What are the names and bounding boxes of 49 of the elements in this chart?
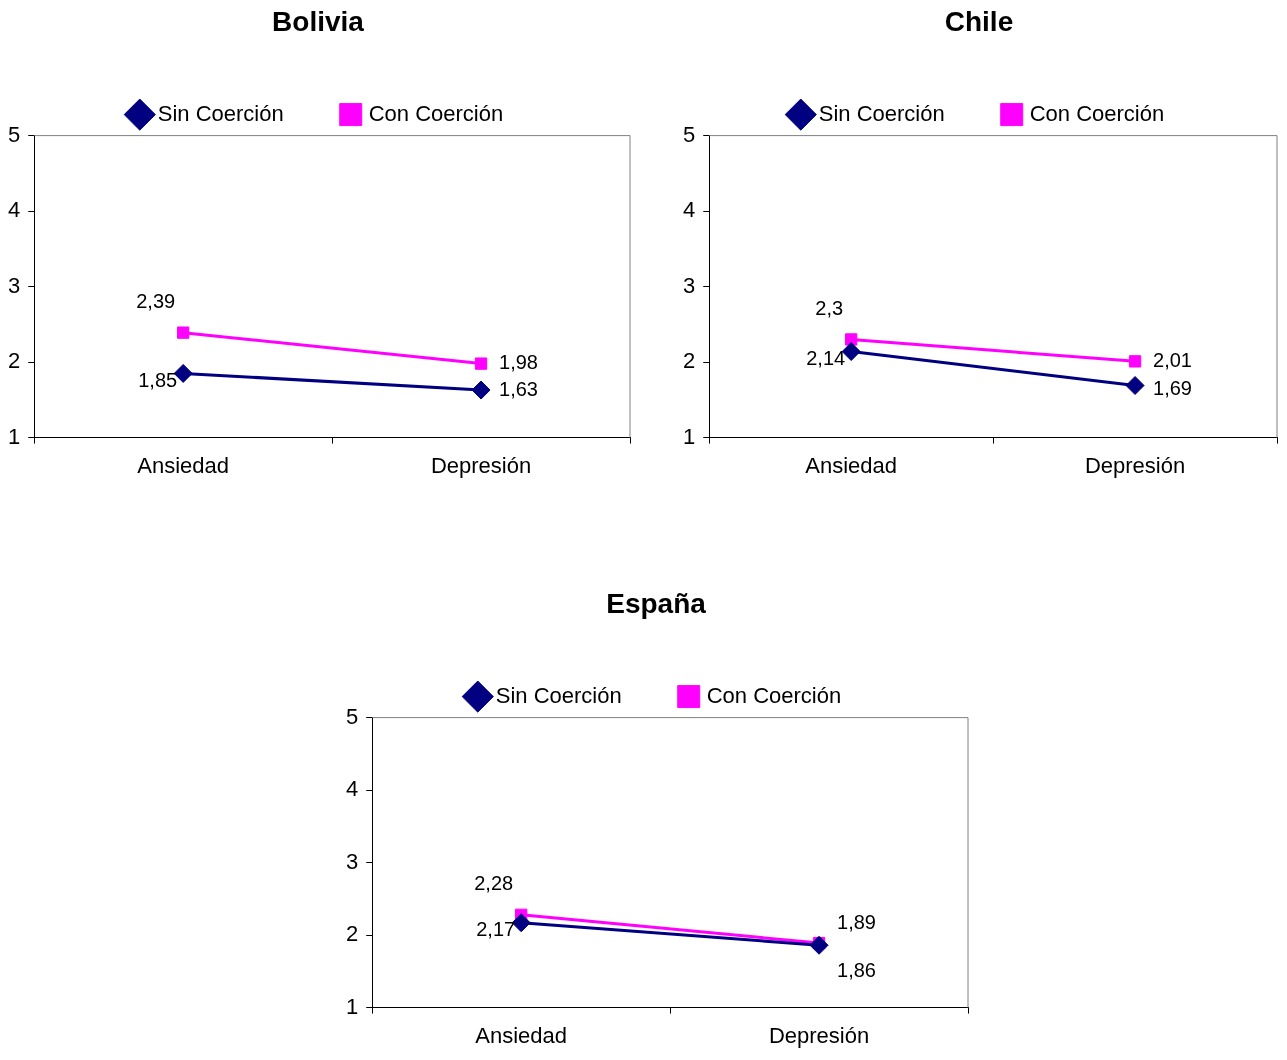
y-tick-label: 4	[345, 776, 359, 802]
data-label: 1,69	[1153, 376, 1192, 399]
y-tick-label: 4	[682, 197, 696, 223]
x-tick-label: Ansiedad	[475, 1022, 568, 1048]
chart-title: Bolivia	[272, 5, 365, 37]
point	[474, 357, 488, 370]
y-tick-label: 5	[682, 121, 696, 147]
y-tick-label: 3	[345, 848, 359, 874]
chart-title: Chile	[944, 5, 1014, 37]
y-tick-label: 4	[7, 197, 21, 223]
y-tick-label: 2	[682, 348, 696, 374]
y-tick-label: 5	[345, 703, 359, 729]
legend-label: Con Coerción	[706, 682, 842, 708]
y-tick-label: 1	[682, 423, 696, 449]
legend-label: Sin Coerción	[495, 682, 622, 708]
y-tick-label: 2	[345, 921, 359, 947]
data-label: 2,39	[136, 290, 176, 313]
point	[809, 935, 829, 955]
legend-label: Sin Coerción	[818, 100, 945, 126]
x-tick-label: Depresión	[1084, 452, 1186, 478]
y-tick-label: 1	[7, 423, 21, 449]
point	[845, 333, 858, 346]
data-label: 1,86	[837, 958, 876, 981]
data-label: 1,89	[837, 910, 876, 933]
y-tick-label: 3	[7, 272, 21, 298]
x-tick-label: Ansiedad	[137, 452, 230, 478]
data-label: 1,85	[138, 368, 178, 391]
point	[1128, 355, 1142, 368]
legend-label: Con Coerción	[1029, 100, 1165, 126]
x-tick-label: Depresión	[768, 1022, 870, 1048]
data-label: 2,01	[1153, 348, 1192, 371]
point	[1125, 376, 1145, 396]
y-tick-label: 2	[7, 348, 21, 374]
data-label: 1,98	[499, 351, 538, 374]
data-label: 2,3	[815, 296, 844, 319]
x-tick-label: Depresión	[430, 452, 532, 478]
y-tick-label: 3	[682, 272, 696, 298]
data-label: 1,63	[499, 377, 538, 400]
chart-title: España	[606, 587, 707, 619]
data-label: 2,14	[806, 347, 846, 370]
y-tick-label: 5	[7, 121, 21, 147]
legend-label: Sin Coerción	[157, 100, 284, 126]
data-label: 2,28	[474, 872, 514, 895]
point	[177, 326, 190, 339]
y-tick-label: 1	[345, 993, 359, 1019]
data-label: 2,17	[476, 918, 516, 941]
legend-label: Con Coerción	[368, 100, 504, 126]
point	[471, 380, 491, 400]
x-tick-label: Ansiedad	[805, 452, 898, 478]
